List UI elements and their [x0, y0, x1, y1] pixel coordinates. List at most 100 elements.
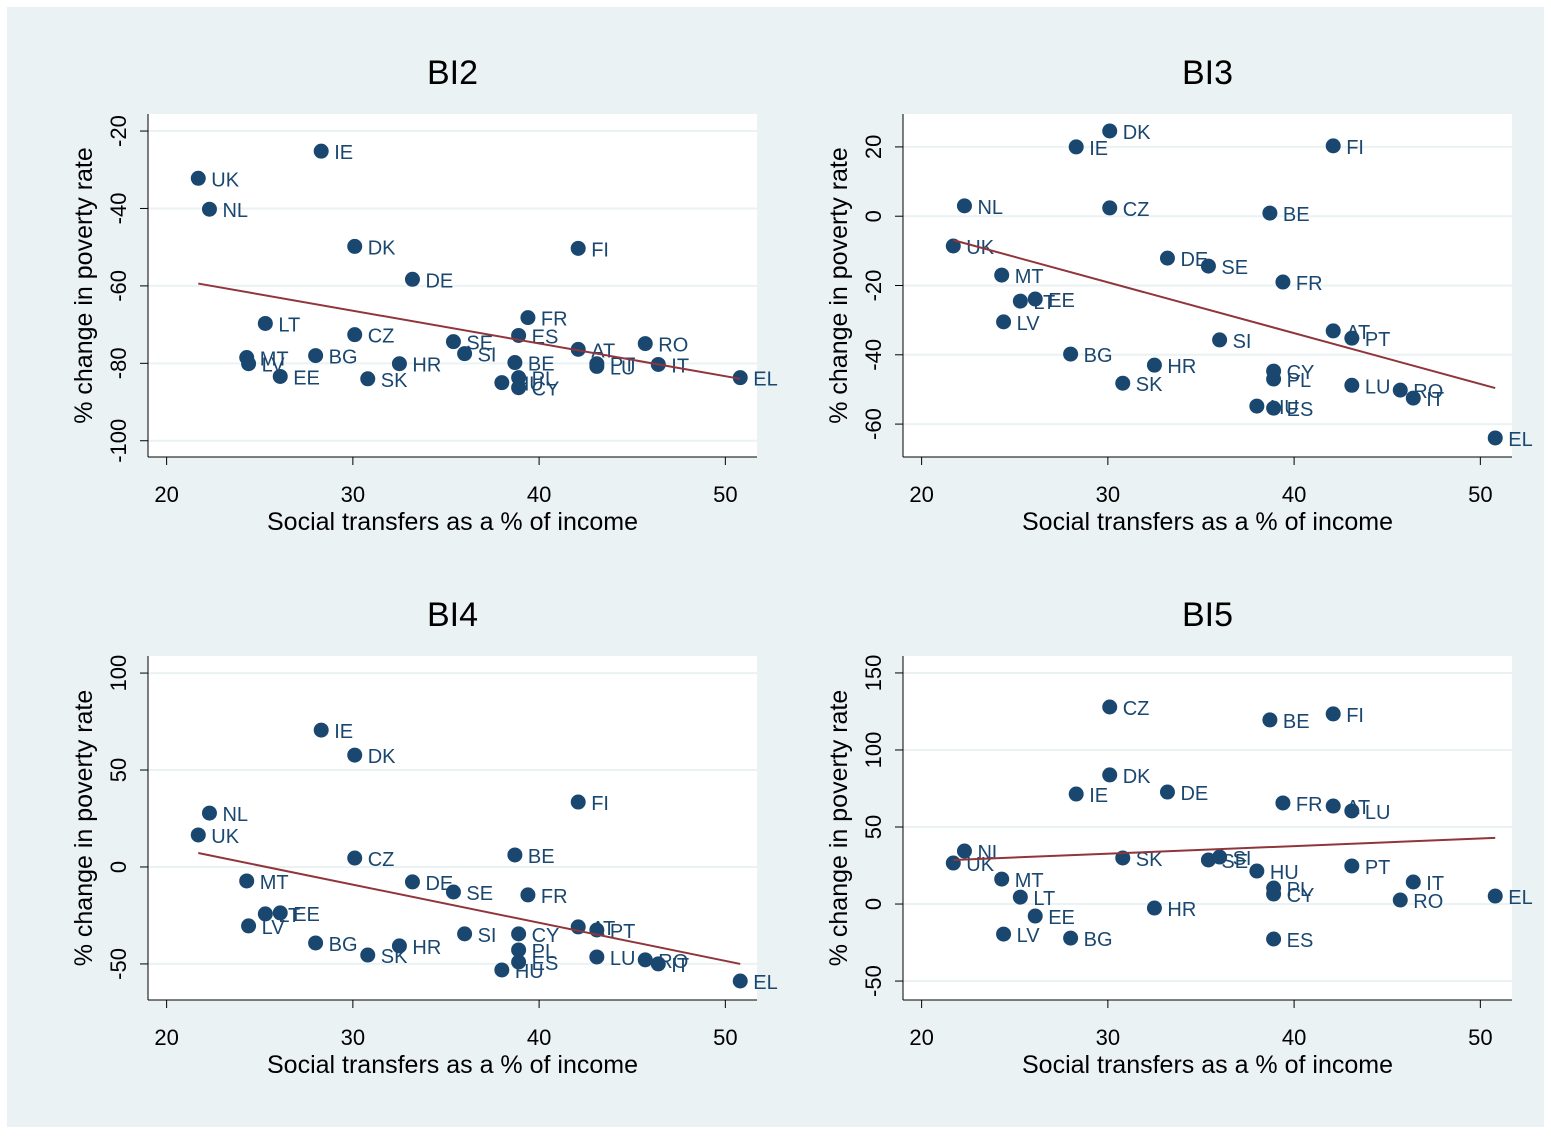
point — [511, 954, 527, 970]
fit-line — [198, 852, 741, 965]
point-label: LV — [1017, 313, 1041, 335]
point — [1405, 874, 1421, 890]
point — [1012, 293, 1028, 309]
point — [732, 973, 748, 989]
point-label: IE — [334, 721, 353, 743]
point — [589, 949, 605, 965]
point-label: IE — [1089, 785, 1108, 807]
point — [1266, 886, 1282, 902]
point-label: PL — [1287, 370, 1311, 392]
point — [404, 874, 420, 890]
point-label: PT — [1365, 329, 1391, 351]
point-label: RO — [658, 335, 688, 357]
point-label: SE — [1221, 851, 1248, 873]
point — [650, 956, 666, 972]
point — [1249, 398, 1265, 414]
x-tick-label: 40 — [527, 482, 551, 507]
point-label: EE — [293, 904, 320, 926]
point — [1249, 863, 1265, 879]
point — [272, 905, 288, 921]
point-label: NL — [222, 200, 248, 222]
point-label: HU — [1270, 397, 1299, 419]
point-label: HR — [1167, 356, 1196, 378]
point-label: IT — [671, 955, 689, 977]
y-tick-label: -60 — [861, 408, 886, 440]
point — [1115, 375, 1131, 391]
point-label: RO — [1413, 891, 1443, 913]
fit-line — [198, 282, 741, 380]
y-tick-label: 150 — [861, 655, 886, 692]
point — [520, 887, 536, 903]
point — [201, 805, 217, 821]
point-label: PL — [532, 369, 556, 391]
x-tick-label: 20 — [154, 482, 178, 507]
point-label: ES — [1287, 399, 1314, 421]
point-label: SK — [381, 370, 408, 392]
x-tick-label: 20 — [154, 1025, 178, 1050]
point-label: HU — [1270, 862, 1299, 884]
point — [1159, 784, 1175, 800]
point-label: BE — [1283, 711, 1310, 733]
point — [507, 847, 523, 863]
y-tick-label: 50 — [106, 758, 131, 782]
point — [1068, 786, 1084, 802]
point-label: PL — [1287, 879, 1311, 901]
x-tick-label: 30 — [341, 482, 365, 507]
point — [239, 873, 255, 889]
point — [241, 356, 257, 372]
point — [637, 336, 653, 352]
point — [360, 371, 376, 387]
point — [1344, 377, 1360, 393]
y-tick-label: -40 — [106, 193, 131, 225]
point-label: DK — [1123, 766, 1151, 788]
point-label: EL — [1508, 429, 1532, 451]
point-label: BE — [1283, 204, 1310, 226]
y-tick-label: 0 — [861, 898, 886, 910]
point-label: PT — [1365, 857, 1391, 879]
point — [956, 198, 972, 214]
point — [637, 952, 653, 968]
y-tick-label: -40 — [861, 339, 886, 371]
point-label: LU — [1365, 376, 1391, 398]
panel-title: BI4 — [427, 596, 478, 634]
point — [445, 884, 461, 900]
point-label: HR — [1167, 899, 1196, 921]
point-label: MT — [260, 349, 289, 371]
point-label: LT — [1033, 888, 1055, 910]
point — [1027, 908, 1043, 924]
point — [1275, 795, 1291, 811]
point-label: BG — [1084, 929, 1113, 951]
point-label: CZ — [368, 326, 395, 348]
point-label: SI — [1233, 331, 1252, 353]
point — [1262, 712, 1278, 728]
point — [391, 938, 407, 954]
panel-title: BI5 — [1182, 596, 1233, 634]
x-axis-label: Social transfers as a % of income — [267, 508, 638, 536]
y-tick-label: -60 — [106, 270, 131, 302]
point-label: MT — [1015, 870, 1044, 892]
point-label: CZ — [1123, 698, 1150, 720]
point — [1146, 900, 1162, 916]
point — [457, 346, 473, 362]
point-label: FR — [1296, 273, 1323, 295]
point-label: EE — [1048, 290, 1075, 312]
y-tick-label: 20 — [861, 135, 886, 159]
point-label: CY — [532, 925, 560, 947]
point — [1102, 200, 1118, 216]
plot-area — [148, 656, 757, 1000]
point — [1392, 382, 1408, 398]
y-tick-label: 100 — [861, 732, 886, 769]
point — [1266, 400, 1282, 416]
point-label: SI — [478, 925, 497, 947]
point — [1275, 274, 1291, 290]
point-label: RO — [658, 951, 688, 973]
point-label: BG — [329, 934, 358, 956]
point-label: SE — [466, 333, 493, 355]
plot-area — [903, 656, 1512, 1000]
point — [1344, 803, 1360, 819]
point — [313, 143, 329, 159]
point-label: SE — [1221, 257, 1248, 279]
point — [1487, 430, 1503, 446]
point-label: EE — [293, 367, 320, 389]
x-tick-label: 40 — [1282, 1025, 1306, 1050]
